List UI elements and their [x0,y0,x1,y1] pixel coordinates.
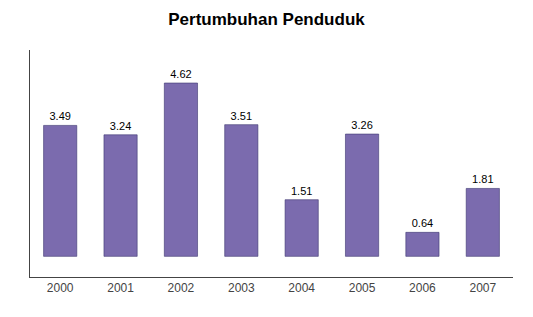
svg-text:2006: 2006 [409,281,436,295]
svg-text:3.51: 3.51 [231,110,252,122]
svg-text:2004: 2004 [288,281,315,295]
svg-text:2005: 2005 [349,281,376,295]
svg-text:4.62: 4.62 [170,68,191,80]
svg-text:2003: 2003 [228,281,255,295]
svg-text:2001: 2001 [107,281,134,295]
svg-text:2002: 2002 [168,281,195,295]
svg-text:3.49: 3.49 [49,110,70,122]
svg-text:Pertumbuhan Penduduk: Pertumbuhan Penduduk [168,10,365,29]
svg-text:3.26: 3.26 [351,119,372,131]
svg-text:1.81: 1.81 [472,173,493,185]
svg-text:2007: 2007 [469,281,496,295]
svg-text:2000: 2000 [47,281,74,295]
svg-text:3.24: 3.24 [110,120,131,132]
svg-text:0.64: 0.64 [412,217,433,229]
svg-text:1.51: 1.51 [291,185,312,197]
